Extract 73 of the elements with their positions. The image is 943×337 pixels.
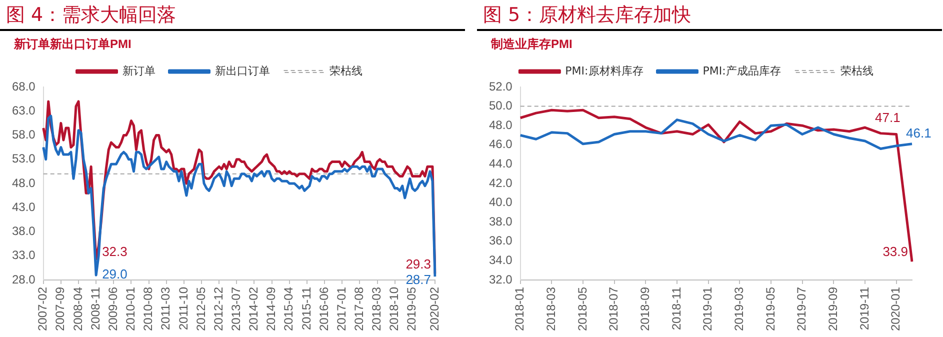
x-tick-label: 2010-08 [141,286,156,332]
y-tick-label: 46.0 [488,137,513,152]
chart-title: 图 4：需求大幅回落 [0,0,465,31]
x-tick-label: 2018-09 [638,286,652,332]
annotation: 29.3 [406,256,431,272]
y-tick-label: 42.0 [488,176,513,190]
chart-title: 图 5：原材料去库存加快 [477,0,942,31]
x-tick-label: 2019-01 [700,286,715,332]
x-tick-label: 2008-11 [88,286,102,330]
x-tick-label: 2016-06 [316,286,331,332]
data-label: 33.9 [882,244,908,260]
x-tick-label: 2007-09 [53,286,68,332]
x-tick-label: 2018-03 [544,286,558,332]
x-tick-label: 2019-09 [826,286,840,332]
annotation: 28.7 [406,272,431,288]
annotation: 32.3 [102,244,128,259]
legend-label: 荣枯线 [840,64,874,78]
legend-label: PMI:原材料库存 [565,64,644,78]
x-tick-label: 2019-07 [794,286,809,332]
annotation: 29.0 [102,266,128,282]
y-tick-label: 33.0 [12,248,36,262]
y-tick-label: 28.0 [12,272,36,286]
chart-subtitle: 制造业库存PMI [490,36,574,52]
x-tick-label: 2020-01 [888,286,903,332]
x-tick-label: 2012-12 [211,286,226,332]
x-tick-label: 2011-10 [176,286,190,330]
legend-label: 新出口订单 [214,64,270,78]
y-tick-label: 50.0 [488,98,513,113]
y-tick-label: 52.0 [488,79,513,94]
y-tick-label: 38.0 [488,214,513,228]
x-tick-label: 2018-11 [669,286,684,330]
x-tick-label: 2007-02 [36,286,50,332]
y-tick-label: 68.0 [12,79,36,94]
y-tick-label: 34.0 [488,252,513,267]
x-tick-label: 2019-05 [763,286,778,332]
x-tick-label: 2017-01 [334,286,348,332]
x-tick-label: 2020-02 [427,286,442,332]
legend-label: 新订单 [122,64,156,78]
y-tick-label: 32.0 [488,272,513,286]
y-tick-label: 48.0 [488,118,513,132]
y-tick-label: 58.0 [12,128,36,142]
x-tick-label: 2018-05 [575,286,590,332]
x-tick-label: 2008-04 [70,286,85,332]
y-tick-label: 44.0 [488,156,513,170]
legend-label: 荣枯线 [329,64,362,78]
chart-subtitle: 新订单新出口订单PMI [13,36,132,52]
x-tick-label: 2011-03 [158,286,173,330]
x-tick-label: 2018-10 [387,286,402,332]
x-tick-label: 2012-05 [194,286,208,332]
x-tick-label: 2018-07 [606,286,621,332]
x-tick-label: 2010-01 [124,286,138,332]
data-label: 46.1 [906,126,932,140]
y-tick-label: 53.0 [12,152,36,166]
data-label: 47.1 [875,110,900,125]
x-tick-label: 2018-03 [370,286,384,332]
y-tick-label: 48.0 [12,176,36,190]
y-tick-label: 63.0 [12,103,36,118]
x-tick-label: 2009-06 [106,286,120,332]
y-tick-label: 43.0 [12,200,36,214]
x-tick-label: 2013-07 [228,286,243,332]
x-tick-label: 2019-03 [732,286,746,332]
x-tick-label: 2014-09 [264,286,278,332]
x-tick-label: 2018-01 [512,286,527,332]
y-tick-label: 38.0 [12,224,36,238]
y-tick-label: 40.0 [488,195,513,210]
legend-label: PMI:产成品库存 [702,64,781,78]
x-tick-label: 2019-05 [404,286,419,332]
y-tick-label: 36.0 [488,234,513,248]
x-tick-label: 2017-08 [352,286,366,332]
x-tick-label: 2014-02 [246,286,261,332]
x-tick-label: 2015-04 [282,286,296,332]
x-tick-label: 2019-11 [857,286,872,330]
x-tick-label: 2015-11 [299,286,314,330]
